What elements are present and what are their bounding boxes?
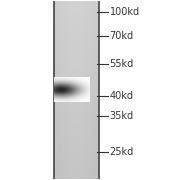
Text: 70kd: 70kd [110,31,134,40]
Text: 40kd: 40kd [110,91,134,101]
Text: 35kd: 35kd [110,111,134,121]
Text: 55kd: 55kd [110,59,134,69]
Text: 100kd: 100kd [110,7,140,17]
Text: 25kd: 25kd [110,147,134,157]
